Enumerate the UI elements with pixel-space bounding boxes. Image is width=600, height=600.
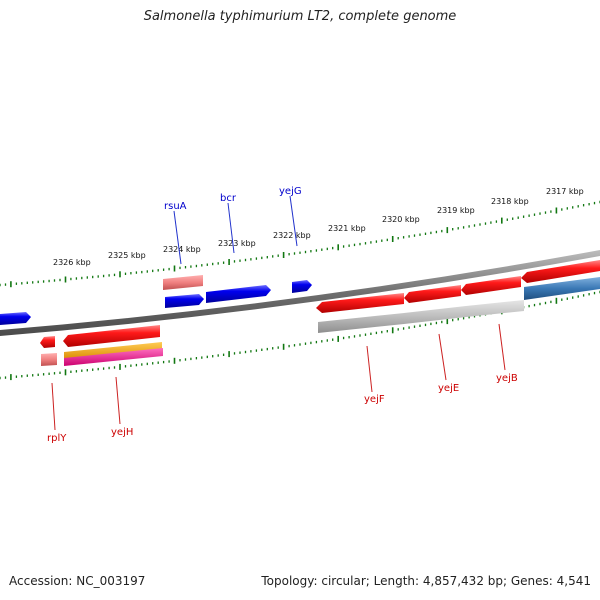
orange-feature[interactable] xyxy=(64,342,162,360)
kbp-labels: 2326 kbp 2325 kbp 2324 kbp 2323 kbp 2322… xyxy=(53,187,584,267)
kbp-label: 2320 kbp xyxy=(382,215,420,224)
kbp-label: 2325 kbp xyxy=(108,251,146,260)
label-yejH[interactable]: yejH xyxy=(111,427,133,438)
leader-yejH xyxy=(115,376,121,425)
kbp-label: 2319 kbp xyxy=(437,206,475,215)
kbp-label: 2321 kbp xyxy=(328,224,366,233)
gene-yejH[interactable] xyxy=(63,325,160,347)
magenta-feature[interactable] xyxy=(64,348,163,366)
genome-backbone xyxy=(0,250,600,336)
label-rplY[interactable]: rplY xyxy=(47,433,67,444)
gene-rsuA[interactable] xyxy=(165,294,204,308)
kbp-label: 2322 kbp xyxy=(273,231,311,240)
leader-bcr xyxy=(227,202,235,254)
label-rsuA[interactable]: rsuA xyxy=(164,201,187,212)
label-yejB[interactable]: yejB xyxy=(496,373,518,384)
leader-yejE xyxy=(438,333,447,381)
gene-yejG[interactable] xyxy=(292,280,312,293)
gene-yejF[interactable] xyxy=(316,293,404,313)
gene-yejB[interactable] xyxy=(461,276,521,295)
accession-text: Accession: NC_003197 xyxy=(9,574,146,588)
gene-rplY[interactable] xyxy=(40,336,55,348)
kbp-label: 2326 kbp xyxy=(53,258,91,267)
kbp-label: 2317 kbp xyxy=(546,187,584,196)
upper-position-ruler xyxy=(0,200,600,288)
label-bcr[interactable]: bcr xyxy=(220,193,237,204)
leader-yejF xyxy=(366,345,373,393)
steel-blue-feature[interactable] xyxy=(524,277,600,300)
grey-feature-band[interactable] xyxy=(318,300,524,333)
label-yejG[interactable]: yejG xyxy=(279,186,302,197)
topology-text: Topology: circular; Length: 4,857,432 bp… xyxy=(261,574,591,588)
rna-feature-rplY[interactable] xyxy=(41,353,57,366)
kbp-label: 2324 kbp xyxy=(163,245,201,254)
gene-forward-left[interactable] xyxy=(0,312,31,325)
reverse-strand-genes-upper xyxy=(316,260,600,313)
leader-rsuA xyxy=(173,210,182,265)
kbp-label: 2318 kbp xyxy=(491,197,529,206)
label-yejE[interactable]: yejE xyxy=(438,383,459,394)
gene-reverse-right[interactable] xyxy=(521,260,600,283)
gene-bcr[interactable] xyxy=(206,285,271,303)
leader-rplY xyxy=(51,382,56,431)
leader-yejB xyxy=(498,323,506,371)
forward-strand-genes xyxy=(0,280,312,325)
kbp-label: 2323 kbp xyxy=(218,239,256,248)
rna-feature-upper[interactable] xyxy=(163,275,203,290)
leader-yejG xyxy=(289,195,298,247)
genome-title: Salmonella typhimurium LT2, complete gen… xyxy=(143,9,457,24)
upper-gene-labels: rsuA bcr yejG xyxy=(164,186,302,265)
gene-yejE[interactable] xyxy=(404,285,461,303)
label-yejF[interactable]: yejF xyxy=(364,394,385,405)
lower-feature-rows xyxy=(40,277,600,366)
lower-gene-labels: rplY yejH yejF yejE yejB xyxy=(47,323,518,444)
lower-position-ruler xyxy=(0,290,600,381)
